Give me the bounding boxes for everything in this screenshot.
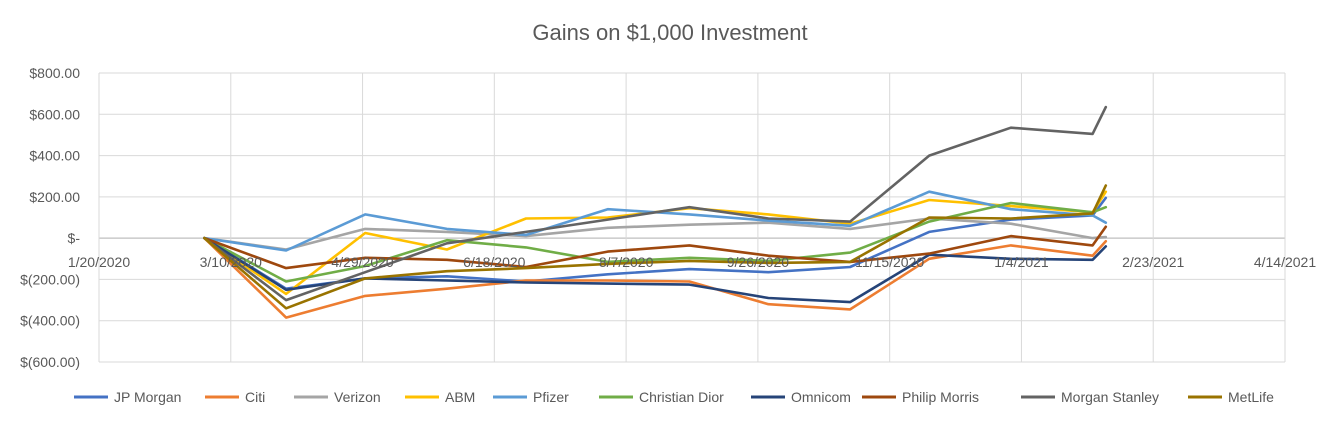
x-tick-label: 11/15/2020: [855, 254, 924, 270]
y-tick-label: $(200.00): [20, 271, 80, 287]
legend-item-philip-morris: Philip Morris: [862, 389, 979, 405]
legend-item-morgan-stanley: Morgan Stanley: [1021, 389, 1159, 405]
x-tick-label: 6/18/2020: [463, 254, 525, 270]
legend-item-pfizer: Pfizer: [493, 389, 569, 405]
legend-label: Verizon: [334, 389, 381, 405]
x-tick-label: 4/14/2021: [1254, 254, 1316, 270]
legend: JP Morgan Citi Verizon ABM Pfizer Christian D…: [74, 389, 1274, 405]
series-line-pfizer: [203, 190, 1108, 252]
legend-item-omnicom: Omnicom: [751, 389, 851, 405]
series-line-christian-dior: [203, 201, 1108, 283]
legend-item-metlife: MetLife: [1188, 389, 1274, 405]
y-tick-label: $200.00: [29, 189, 80, 205]
series-line-metlife: [203, 184, 1108, 310]
series-line-morgan-stanley: [203, 105, 1108, 302]
legend-item-abm: ABM: [405, 389, 475, 405]
chart-title: Gains on $1,000 Investment: [532, 20, 807, 45]
legend-item-verizon: Verizon: [294, 389, 381, 405]
x-tick-label: 3/10/2020: [200, 254, 262, 270]
series-line-philip-morris: [203, 225, 1108, 270]
y-axis-tick-labels: $800.00 $600.00 $400.00 $200.00 $- $(200.00) $…: [20, 65, 80, 370]
x-tick-label: 8/7/2020: [599, 254, 654, 270]
legend-label: Pfizer: [533, 389, 569, 405]
x-tick-label: 4/29/2020: [331, 254, 393, 270]
legend-label: Omnicom: [791, 389, 851, 405]
series-lines: [203, 105, 1108, 319]
series-line-verizon: [203, 217, 1108, 251]
legend-label: Philip Morris: [902, 389, 979, 405]
legend-item-jp-morgan: JP Morgan: [74, 389, 181, 405]
x-tick-label: 2/23/2021: [1122, 254, 1184, 270]
legend-label: JP Morgan: [114, 389, 181, 405]
y-tick-label: $-: [68, 230, 81, 246]
legend-label: Citi: [245, 389, 265, 405]
series-line-citi: [203, 236, 1108, 319]
legend-label: MetLife: [1228, 389, 1274, 405]
gridlines: [98, 72, 1286, 363]
y-tick-label: $600.00: [29, 106, 80, 122]
legend-label: ABM: [445, 389, 475, 405]
x-tick-label: 1/4/2021: [994, 254, 1049, 270]
legend-label: Christian Dior: [639, 389, 724, 405]
y-tick-label: $400.00: [29, 148, 80, 164]
legend-item-christian-dior: Christian Dior: [599, 389, 724, 405]
legend-label: Morgan Stanley: [1061, 389, 1159, 405]
x-tick-label: 9/26/2020: [727, 254, 789, 270]
y-tick-label: $(600.00): [20, 354, 80, 370]
legend-item-citi: Citi: [205, 389, 265, 405]
x-tick-label: 1/20/2020: [68, 254, 130, 270]
y-tick-label: $(400.00): [20, 313, 80, 329]
x-axis-tick-labels: 1/20/2020 3/10/2020 4/29/2020 6/18/2020 8/7/…: [68, 254, 1316, 270]
y-tick-label: $800.00: [29, 65, 80, 81]
